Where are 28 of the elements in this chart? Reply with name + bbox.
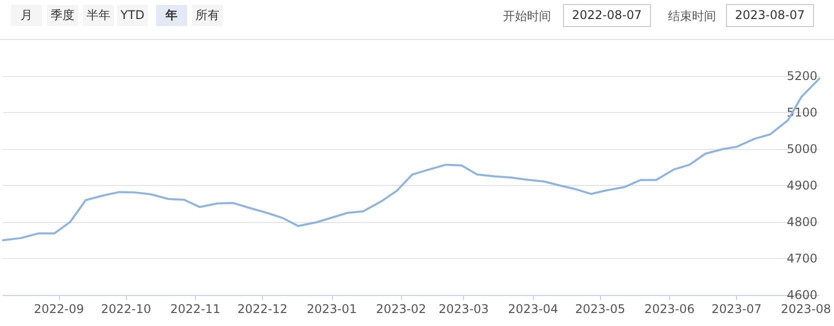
text: YTD xyxy=(117,5,148,26)
text: 所有 xyxy=(192,5,223,26)
x-tick-label: 2023-06 xyxy=(644,302,695,316)
y-tick-label: 4700 xyxy=(786,252,818,266)
x-tick-label: 2022-10 xyxy=(100,302,152,316)
y-tick-label: 5000 xyxy=(786,142,818,156)
x-tick-label: 2023-03 xyxy=(438,302,489,316)
text: 季度 xyxy=(47,5,78,26)
x-tick-label: 2023-02 xyxy=(376,302,426,316)
x-tick-label: 2023-05 xyxy=(575,302,626,316)
x-tick-label: 2022-12 xyxy=(237,302,288,316)
y-tick-label: 5200 xyxy=(786,69,818,83)
x-tick-label: 2023-01 xyxy=(306,302,357,316)
text: 2023-08-07 xyxy=(726,4,814,27)
x-tick-label: 2023-08 xyxy=(780,302,831,316)
x-tick-label: 2023-04 xyxy=(508,302,558,316)
y-tick-label: 4900 xyxy=(786,178,818,192)
x-tick-label: 2022-11 xyxy=(170,302,220,316)
x-tick-label: 2022-09 xyxy=(34,302,84,316)
text: 年 xyxy=(156,5,187,26)
text: 结束时间 xyxy=(668,8,716,25)
x-tick-label: 2023-07 xyxy=(712,302,762,316)
y-tick-label: 4800 xyxy=(786,215,818,229)
text: 2022-08-07 xyxy=(563,4,651,27)
text: 半年 xyxy=(83,5,114,26)
text: 开始时间 xyxy=(503,8,551,25)
text: 月 xyxy=(11,5,42,26)
y-tick-label: 4600 xyxy=(786,288,818,302)
